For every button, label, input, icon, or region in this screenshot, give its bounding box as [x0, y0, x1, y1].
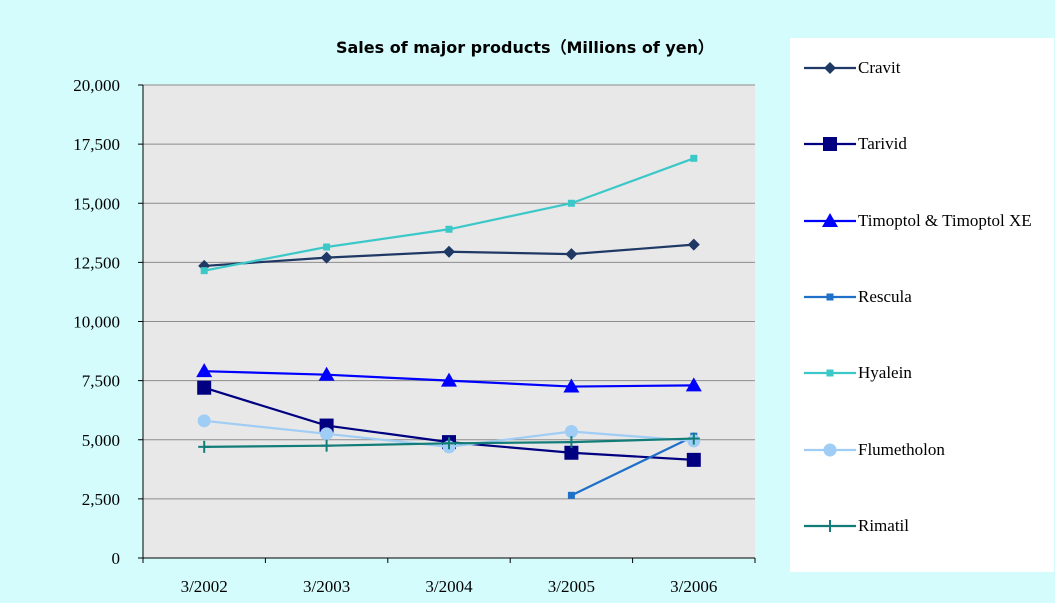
data-point-rimatil: [198, 440, 211, 453]
legend-swatch: [804, 212, 856, 227]
data-point-hyalein: [445, 225, 453, 233]
legend-item-timoptol-timoptol-xe: Timoptol & Timoptol XE: [802, 211, 1052, 251]
legend-item-cravit: Cravit: [802, 58, 1052, 98]
data-point-tarivid: [686, 452, 701, 467]
legend-item-tarivid: Tarivid: [802, 134, 1052, 174]
data-point-cravit: [443, 245, 455, 258]
x-tick-label: 3/2004: [425, 577, 473, 596]
legend-swatch: [804, 443, 856, 456]
data-point-hyalein: [690, 154, 698, 162]
y-tick-label: 10,000: [73, 313, 120, 332]
data-point-rimatil: [565, 436, 578, 449]
legend: Cravit Tarivid Timoptol & Timoptol XE Rescu…: [790, 38, 1054, 572]
data-point-tarivid: [197, 380, 212, 395]
data-point-rimatil: [320, 439, 333, 452]
legend-item-rescula: Rescula: [802, 287, 1052, 327]
data-point-hyalein: [200, 267, 208, 275]
data-point-cravit: [320, 251, 333, 264]
data-point-hyalein: [567, 199, 575, 207]
legend-marker: [824, 62, 836, 74]
y-tick-label: 0: [112, 549, 121, 568]
y-tick-label: 17,500: [73, 135, 120, 154]
legend-item-hyalein: Hyalein: [802, 363, 1052, 403]
data-point-flumetholon: [197, 414, 211, 428]
data-point-rimatil: [687, 432, 700, 445]
legend-marker: [823, 137, 837, 152]
data-point-rescula: [567, 491, 575, 499]
chart-title: Sales of major products（Millions of yen）: [335, 38, 715, 57]
legend-label: Tarivid: [858, 134, 907, 154]
data-point-timoptol-timoptol-xe: [563, 378, 580, 393]
data-point-timoptol-timoptol-xe: [318, 366, 335, 381]
data-point-flumetholon: [564, 424, 578, 438]
legend-marker: [822, 212, 838, 227]
x-tick-label: 3/2005: [548, 577, 595, 596]
y-tick-label: 12,500: [73, 253, 120, 272]
data-point-rimatil: [443, 437, 455, 450]
legend-swatch: [804, 369, 856, 377]
legend-marker: [826, 293, 834, 301]
legend-marker: [826, 369, 834, 377]
legend-label: Hyalein: [858, 363, 912, 383]
series-line-rescula: [570, 435, 695, 497]
x-tick-label: 3/2003: [303, 577, 350, 596]
data-point-timoptol-timoptol-xe: [441, 372, 457, 387]
y-tick-label: 15,000: [73, 194, 120, 213]
data-point-tarivid: [564, 445, 579, 460]
legend-label: Timoptol & Timoptol XE: [858, 210, 1032, 230]
legend-item-flumetholon: Flumetholon: [802, 440, 1052, 480]
legend-item-rimatil: Rimatil: [802, 516, 1052, 556]
y-tick-label: 20,000: [73, 76, 120, 95]
legend-label: Cravit: [858, 58, 901, 77]
y-tick-label: 2,500: [82, 490, 120, 509]
x-tick-label: 3/2006: [670, 577, 717, 596]
x-tick-label: 3/2002: [181, 577, 228, 596]
legend-swatch: [804, 137, 856, 152]
legend-label: Rimatil: [858, 515, 909, 535]
y-tick-label: 5,000: [82, 431, 120, 450]
data-point-timoptol-timoptol-xe: [685, 377, 702, 392]
legend-label: Flumetholon: [858, 439, 945, 459]
data-point-timoptol-timoptol-xe: [196, 363, 213, 378]
legend-marker: [824, 519, 836, 532]
data-point-hyalein: [323, 243, 331, 251]
y-tick-label: 7,500: [82, 372, 120, 391]
data-point-cravit: [687, 238, 700, 251]
legend-swatch: [804, 519, 856, 532]
legend-swatch: [804, 293, 856, 301]
data-point-cravit: [565, 248, 578, 261]
legend-swatch: [804, 62, 856, 74]
legend-marker: [823, 443, 837, 456]
data-point-flumetholon: [320, 427, 334, 441]
legend-label: Rescula: [858, 286, 912, 306]
